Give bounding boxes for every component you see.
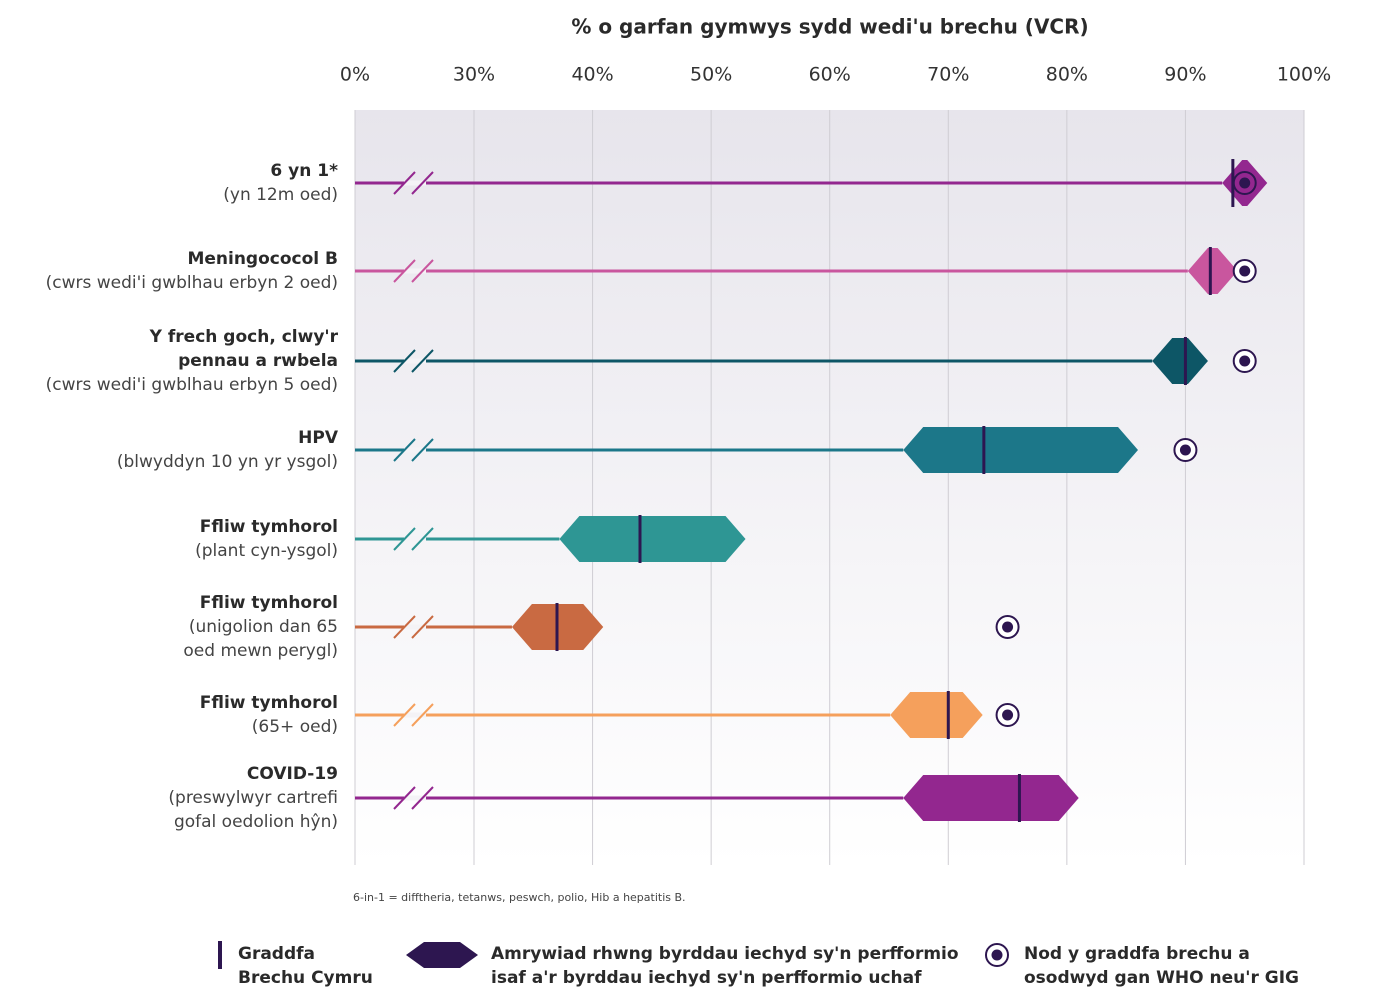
axis-break-mark [411,527,434,551]
row-title: pennau a rwbela [178,351,338,371]
row-subtitle: oed mewn perygl) [183,641,338,661]
target [1173,438,1198,462]
target [1232,259,1257,283]
axis-break-mark [393,527,416,551]
axis-break-mark [393,786,416,810]
row-title: Meningococol B [187,249,338,269]
row-title: Ffliw tymhorol [200,593,338,613]
row-subtitle: (yn 12m oed) [223,185,338,205]
legend-swatch [991,949,1003,961]
axis-break-mark [411,259,434,283]
axis-break-mark [411,349,434,373]
chart-title: % o garfan gymwys sydd wedi'u brechu (VC… [571,15,1088,39]
range-band [903,775,1079,821]
range-band [1187,248,1238,294]
legend-label: isaf a'r byrddau iechyd sy'n perfformio … [491,968,922,988]
row-title: Ffliw tymhorol [200,693,338,713]
x-tick-label: 50% [690,64,732,86]
target-dot [1239,265,1251,277]
row-subtitle: (cwrs wedi'i gwblhau erbyn 2 oed) [46,273,338,293]
row-subtitle: (preswylwyr cartrefi [168,788,338,808]
x-tick-label: 100% [1277,64,1331,86]
x-tick-label: 80% [1046,64,1088,86]
target-dot [1239,355,1251,367]
legend-swatch [406,942,478,968]
x-tick-label: 90% [1164,64,1206,86]
axis-break-mark [393,438,416,462]
legend-label: osodwyd gan WHO neu'r GIG [1024,968,1299,988]
axis-break-mark [411,171,434,195]
axis-break-mark [411,438,434,462]
axis-break-mark [393,615,416,639]
footnote: 6-in-1 = difftheria, tetanws, peswch, po… [353,891,686,904]
row-title: Y frech goch, clwy'r [149,327,339,347]
axis-break-mark [393,349,416,373]
x-tick-label: 30% [453,64,495,86]
x-tick-label: 70% [927,64,969,86]
axis-break-mark [393,703,416,727]
target-dot [1179,444,1191,456]
row-subtitle: (plant cyn-ysgol) [195,541,338,561]
row-subtitle: (unigolion dan 65 [189,617,338,637]
axis-break-mark [411,786,434,810]
row-subtitle: (65+ oed) [252,717,338,737]
target-dot [1002,709,1014,721]
range-band [903,427,1138,473]
row-title: Ffliw tymhorol [200,517,338,537]
target-ring [1232,171,1257,195]
axis-break-mark [411,615,434,639]
axis-break-mark [393,171,416,195]
row-title: COVID-19 [247,764,338,784]
target-dot [1239,177,1251,189]
target [1232,171,1257,195]
target [995,615,1020,639]
x-tick-label: 40% [571,64,613,86]
x-tick-label: 0% [340,64,370,86]
row-subtitle: (cwrs wedi'i gwblhau erbyn 5 oed) [46,375,338,395]
legend-label: Graddfa [238,944,315,964]
target-dot [1002,621,1014,633]
range-band [559,516,746,562]
legend-label: Nod y graddfa brechu a [1024,944,1250,964]
row-subtitle: gofal oedolion hŷn) [174,812,338,832]
range-band [1152,338,1208,384]
target [995,703,1020,727]
row-title: 6 yn 1* [270,161,338,181]
range-band [890,692,983,738]
row-subtitle: (blwyddyn 10 yn yr ysgol) [117,452,338,472]
axis-break-mark [411,703,434,727]
target [1232,349,1257,373]
legend-label: Amrywiad rhwng byrddau iechyd sy'n perff… [491,944,959,964]
legend-label: Brechu Cymru [238,968,373,988]
x-tick-label: 60% [809,64,851,86]
axis-break-mark [393,259,416,283]
row-title: HPV [298,428,339,448]
